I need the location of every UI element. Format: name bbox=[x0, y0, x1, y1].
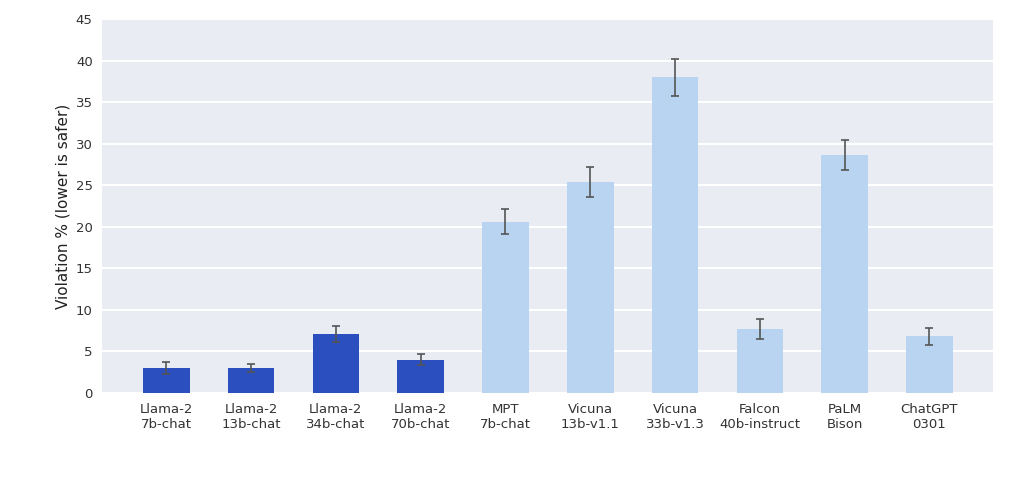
Bar bbox=[651, 77, 698, 393]
Bar bbox=[482, 222, 528, 393]
Y-axis label: Violation % (lower is safer): Violation % (lower is safer) bbox=[55, 103, 70, 308]
Bar bbox=[567, 182, 613, 393]
Bar bbox=[906, 336, 952, 393]
Bar bbox=[397, 360, 444, 393]
Bar bbox=[821, 155, 868, 393]
Bar bbox=[736, 329, 783, 393]
Bar bbox=[143, 368, 189, 393]
Bar bbox=[227, 368, 274, 393]
Bar bbox=[312, 334, 359, 393]
